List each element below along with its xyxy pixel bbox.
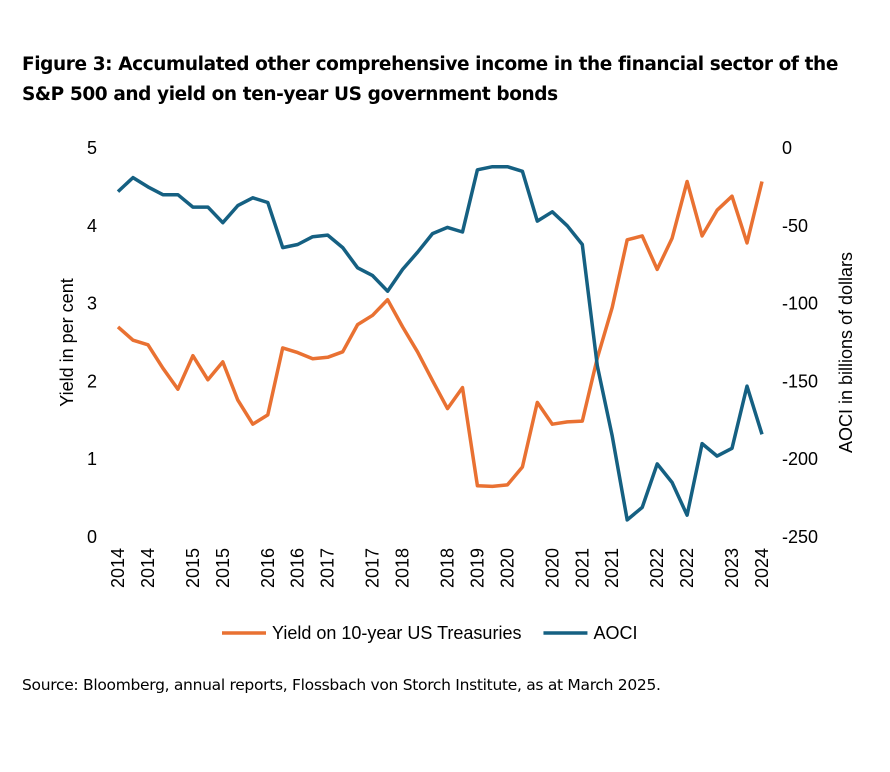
x-tick-label: 2023: [722, 548, 742, 588]
x-tick-label: 2014: [138, 548, 158, 588]
x-tick-label: 2017: [318, 548, 338, 588]
chart: 0 1 2 3 4 5 -250 -200 -150 -100 -50 0 Yield in per c…: [57, 138, 856, 643]
y2-tick-label: -250: [782, 527, 818, 547]
x-tick-label: 2019: [467, 548, 487, 588]
legend-label: Yield on 10-year US Treasuries: [272, 623, 521, 643]
y2-tick-label: -50: [782, 216, 808, 236]
y-axis-title: Yield in per cent: [57, 278, 77, 406]
x-tick-label: 2022: [647, 548, 667, 588]
y2-tick-label: -150: [782, 371, 818, 391]
y-tick-label: 2: [87, 371, 97, 391]
x-tick-label: 2014: [108, 548, 128, 588]
x-tick-label: 2016: [258, 548, 278, 588]
x-tick-label: 2021: [572, 548, 592, 588]
x-tick-label: 2020: [542, 548, 562, 588]
series-line: [116, 164, 764, 522]
x-tick-label: 2018: [393, 548, 413, 588]
x-tick-label: 2015: [183, 548, 203, 588]
x-tick-label: 2018: [437, 548, 457, 588]
x-tick-label: 2022: [677, 548, 697, 588]
source-note: Source: Bloomberg, annual reports, Floss…: [22, 676, 661, 694]
x-tick-label: 2017: [363, 548, 383, 588]
chart-title: Figure 3: Accumulated other comprehensiv…: [22, 54, 838, 105]
x-tick-label: 2015: [213, 548, 233, 588]
y2-axis-title: AOCI in billions of dollars: [836, 252, 856, 453]
y2-tick-label: -200: [782, 449, 818, 469]
x-tick-label: 2016: [288, 548, 308, 588]
legend-label: AOCI: [593, 623, 637, 643]
x-tick-label: 2021: [602, 548, 622, 588]
y2-tick-label: -100: [782, 294, 818, 314]
y-tick-label: 0: [87, 527, 97, 547]
y-tick-label: 1: [87, 449, 97, 469]
y-tick-label: 3: [87, 294, 97, 314]
y-tick-label: 4: [87, 216, 97, 236]
x-tick-label: 2020: [497, 548, 517, 588]
y-tick-label: 5: [87, 138, 97, 158]
y2-tick-label: 0: [782, 138, 792, 158]
x-tick-label: 2024: [752, 548, 772, 588]
series-line: [116, 179, 764, 489]
